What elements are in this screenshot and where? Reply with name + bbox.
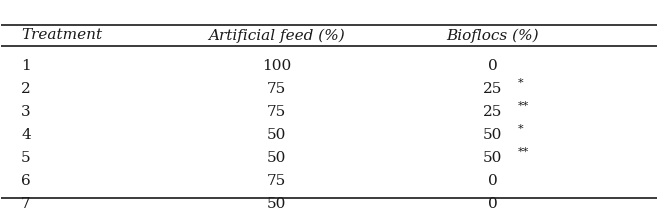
Text: 50: 50	[267, 197, 286, 211]
Text: 50: 50	[483, 128, 503, 142]
Text: *: *	[518, 124, 523, 134]
Text: **: **	[518, 147, 529, 157]
Text: 2: 2	[21, 82, 31, 96]
Text: *: *	[518, 78, 523, 88]
Text: 75: 75	[267, 105, 286, 119]
Text: 50: 50	[483, 151, 503, 165]
Text: 75: 75	[267, 174, 286, 188]
Text: 7: 7	[21, 197, 31, 211]
Text: 25: 25	[483, 82, 503, 96]
Text: 0: 0	[488, 197, 497, 211]
Text: 50: 50	[267, 128, 286, 142]
Text: 25: 25	[483, 105, 503, 119]
Text: Bioflocs (%): Bioflocs (%)	[447, 28, 539, 43]
Text: 3: 3	[21, 105, 31, 119]
Text: Artificial feed (%): Artificial feed (%)	[208, 28, 345, 43]
Text: 6: 6	[21, 174, 31, 188]
Text: 50: 50	[267, 151, 286, 165]
Text: 1: 1	[21, 59, 31, 73]
Text: 75: 75	[267, 82, 286, 96]
Text: 100: 100	[262, 59, 291, 73]
Text: 4: 4	[21, 128, 31, 142]
Text: 0: 0	[488, 59, 497, 73]
Text: 5: 5	[21, 151, 31, 165]
Text: Treatment: Treatment	[21, 28, 102, 42]
Text: 0: 0	[488, 174, 497, 188]
Text: **: **	[518, 101, 529, 111]
